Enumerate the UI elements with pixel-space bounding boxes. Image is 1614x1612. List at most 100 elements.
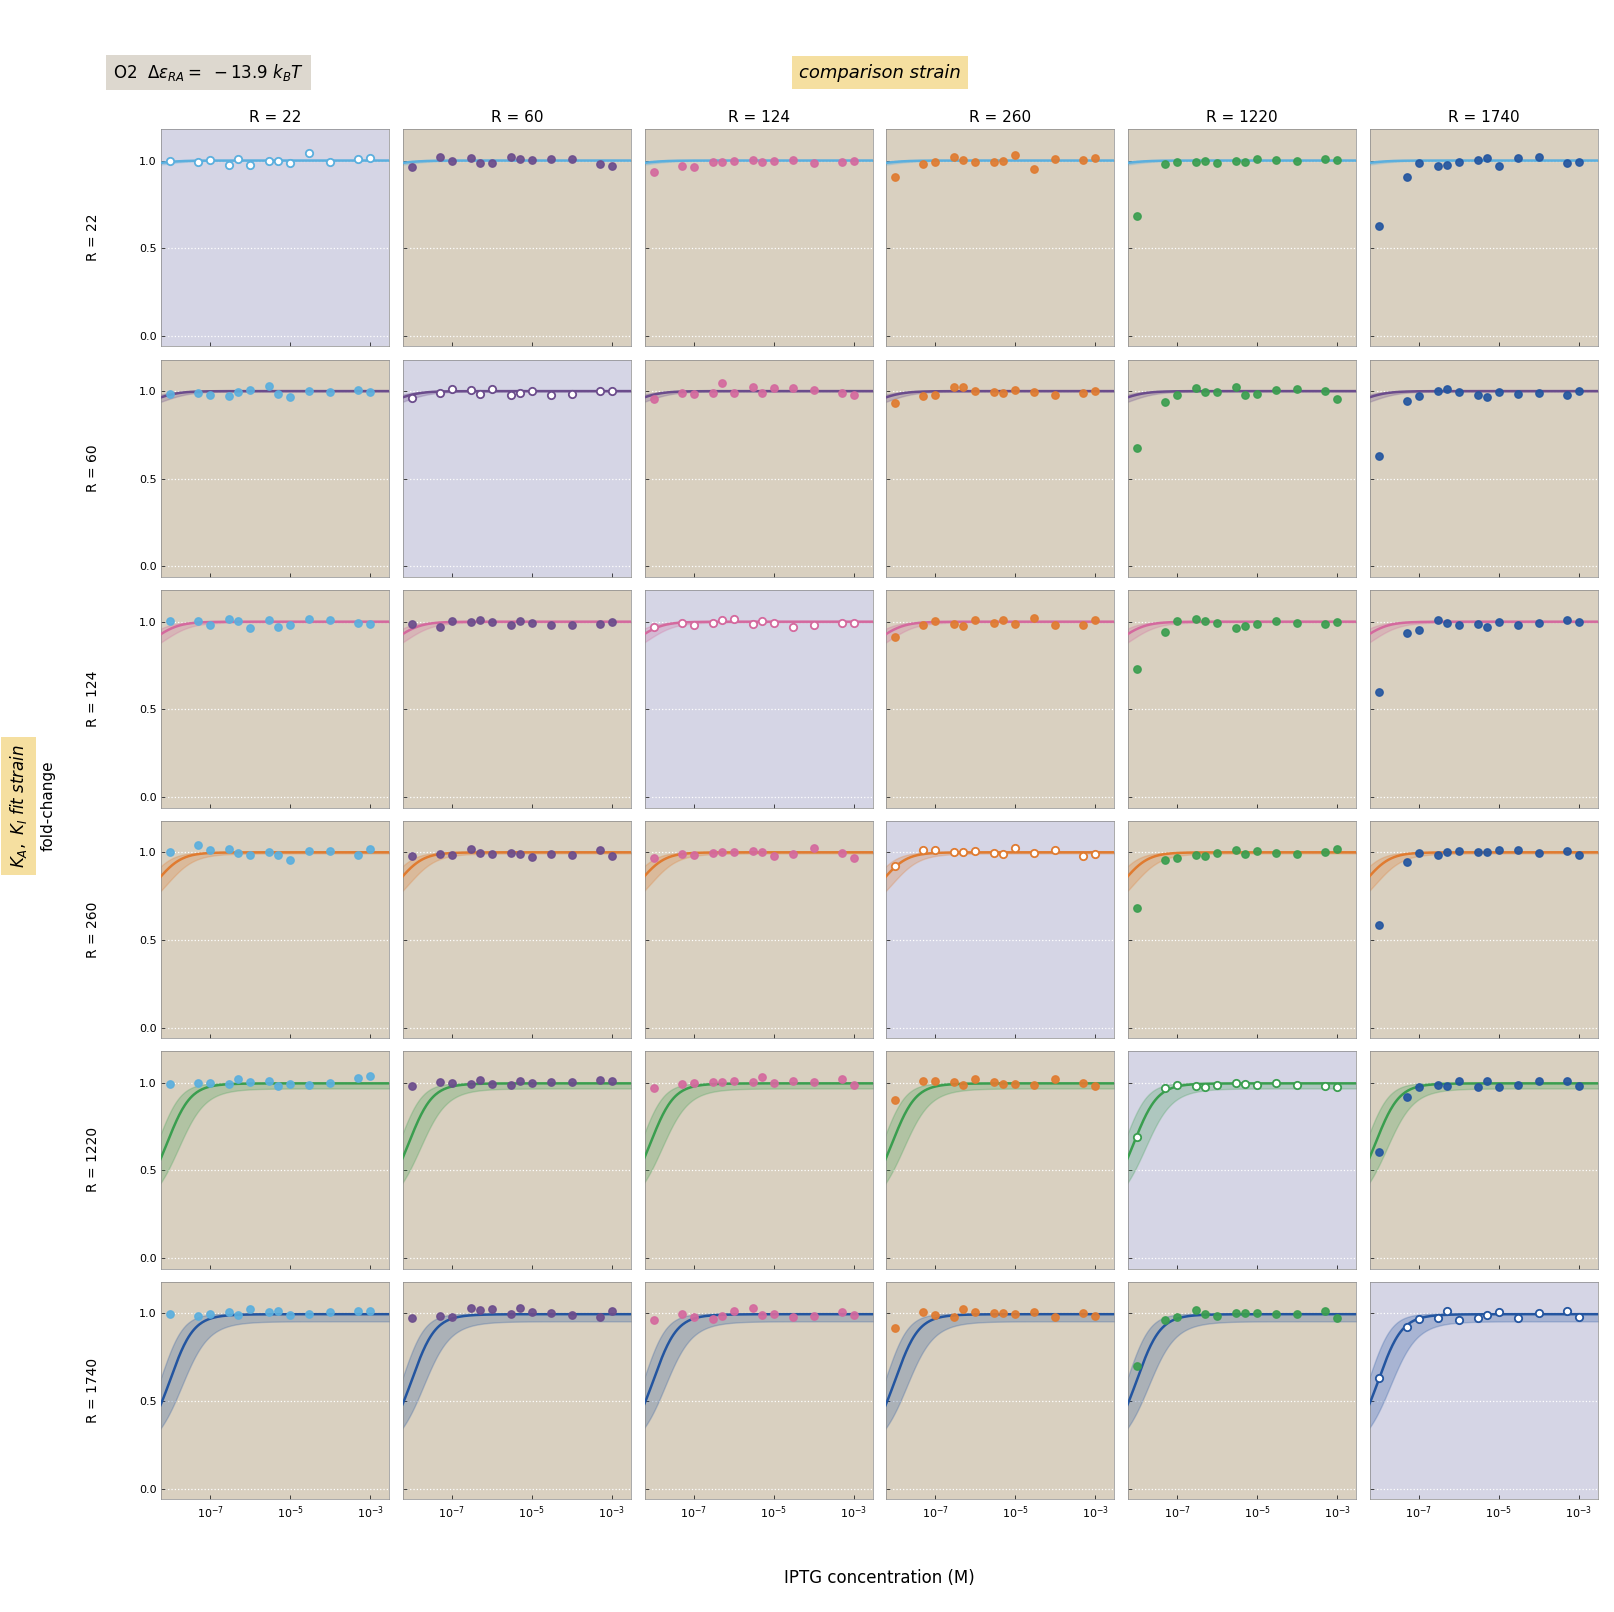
Point [801, 835, 826, 861]
Point [297, 838, 323, 864]
Point [923, 148, 949, 174]
Point [739, 374, 765, 400]
Point [1394, 619, 1420, 645]
Title: R = 22: R = 22 [249, 110, 302, 126]
Point [721, 380, 747, 406]
Point [1504, 380, 1530, 406]
Point [828, 840, 854, 866]
Point [1566, 379, 1591, 405]
Point [1466, 838, 1491, 864]
Point [668, 1070, 694, 1096]
Point [780, 1304, 805, 1330]
Point [760, 374, 786, 400]
Point [1043, 613, 1068, 638]
Point [981, 379, 1007, 405]
Point [226, 1067, 252, 1093]
Point [941, 145, 967, 171]
Title: R = 260: R = 260 [970, 110, 1031, 126]
Point [257, 148, 282, 174]
Point [951, 1296, 976, 1322]
Point [399, 385, 424, 411]
Point [1123, 656, 1149, 682]
Point [458, 377, 484, 403]
Point [458, 837, 484, 862]
Point [265, 1074, 291, 1099]
Point [1123, 203, 1149, 229]
Point [1433, 609, 1459, 635]
Point [558, 1302, 584, 1328]
Point [1204, 379, 1230, 405]
Point [157, 840, 182, 866]
Point [1183, 150, 1209, 176]
Point [1446, 838, 1472, 864]
Point [1193, 1301, 1219, 1327]
Point [923, 837, 949, 862]
Text: fold-change: fold-change [40, 761, 55, 851]
Point [883, 164, 909, 190]
Point [739, 838, 765, 864]
Point [479, 150, 505, 176]
Point [265, 843, 291, 869]
Point [668, 153, 694, 179]
Point [1070, 147, 1096, 172]
Point [962, 1299, 988, 1325]
Point [507, 1294, 533, 1320]
Point [278, 1070, 303, 1096]
Point [749, 1064, 775, 1090]
Point [278, 384, 303, 409]
Point [197, 611, 223, 637]
Point [641, 387, 667, 413]
Point [1394, 1083, 1420, 1109]
Point [537, 1069, 563, 1095]
Text: $K_A,\ K_I$ fit strain: $K_A,\ K_I$ fit strain [8, 745, 29, 867]
Point [760, 1301, 786, 1327]
Point [186, 1304, 211, 1330]
Point [265, 380, 291, 406]
Point [428, 145, 454, 171]
Point [1083, 145, 1109, 171]
Point [1231, 382, 1257, 408]
Point [700, 609, 726, 635]
Point [399, 155, 424, 181]
Point [1022, 606, 1047, 632]
Point [297, 606, 323, 632]
Point [537, 382, 563, 408]
Point [1231, 614, 1257, 640]
Point [1433, 376, 1459, 401]
Point [439, 148, 465, 174]
Point [721, 840, 747, 866]
Point [428, 380, 454, 406]
Point [1264, 147, 1290, 172]
Point [237, 377, 263, 403]
Point [1264, 1301, 1290, 1327]
Point [1231, 1072, 1257, 1098]
Point [981, 611, 1007, 637]
Point [709, 1304, 734, 1330]
Point [439, 841, 465, 867]
Point [1365, 912, 1391, 938]
Point [1123, 1124, 1149, 1149]
Point [1446, 150, 1472, 176]
Point [1152, 619, 1178, 645]
Point [1022, 156, 1047, 182]
Point [357, 379, 383, 405]
Point [1433, 838, 1459, 864]
Point [828, 1066, 854, 1091]
Point [1312, 1299, 1338, 1325]
Point [1474, 145, 1499, 171]
Point [226, 840, 252, 866]
Point [1022, 1299, 1047, 1325]
Point [157, 380, 182, 406]
Point [780, 1069, 805, 1095]
Point [749, 608, 775, 634]
Point [499, 1072, 525, 1098]
Point [1323, 837, 1349, 862]
Point [1312, 838, 1338, 864]
Point [1183, 606, 1209, 632]
Point [278, 848, 303, 874]
Point [641, 614, 667, 640]
Point [1312, 147, 1338, 172]
Point [780, 148, 805, 174]
Point [700, 150, 726, 176]
Point [1365, 1365, 1391, 1391]
